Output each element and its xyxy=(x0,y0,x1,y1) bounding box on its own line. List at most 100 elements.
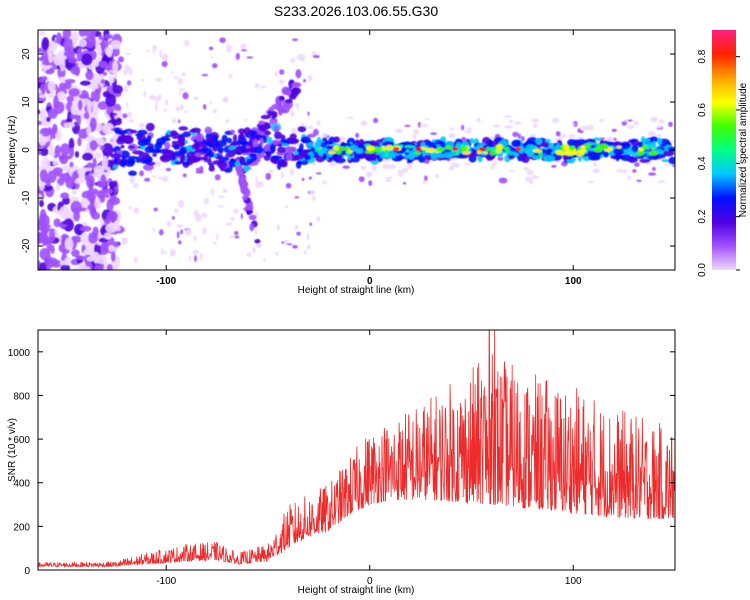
spectral-blob xyxy=(147,135,152,141)
spectral-blob xyxy=(249,215,257,220)
spectral-blob xyxy=(254,228,257,235)
spectral-blob xyxy=(336,149,341,154)
spectral-blob xyxy=(281,172,285,178)
spectral-blob xyxy=(66,50,75,60)
spectral-blob xyxy=(286,205,289,208)
spectral-blob xyxy=(170,130,177,136)
spectral-blob xyxy=(265,173,271,180)
spectral-blob xyxy=(551,165,557,168)
spectral-blob xyxy=(218,146,224,153)
spectral-blob xyxy=(622,121,627,126)
spectral-blob xyxy=(575,150,585,156)
spectral-blob xyxy=(172,118,176,124)
spectral-blob xyxy=(80,226,92,232)
spectral-blob xyxy=(173,76,179,79)
spectral-blob xyxy=(223,98,228,102)
spectral-blob xyxy=(569,146,575,151)
spectral-blob xyxy=(103,188,113,194)
spectral-blob xyxy=(603,152,609,158)
spectral-blob xyxy=(277,225,280,231)
spectral-blob xyxy=(256,153,263,157)
spectral-blob xyxy=(290,58,295,63)
spectral-blob xyxy=(183,111,188,113)
spectral-blob xyxy=(342,166,350,169)
x-tick-label: 100 xyxy=(565,276,582,287)
spectral-blob xyxy=(264,155,270,161)
spectral-blob xyxy=(209,166,215,172)
spectral-blob xyxy=(491,165,495,170)
spectral-blob xyxy=(38,214,49,227)
spectral-blob xyxy=(307,111,309,115)
colorbar-label: Normalized spectral amplitude xyxy=(738,82,749,217)
spectral-blob xyxy=(209,101,212,104)
spectral-blob xyxy=(511,140,521,147)
spectral-blob xyxy=(326,146,334,150)
spectral-blob xyxy=(101,79,105,84)
spectral-blob xyxy=(213,135,218,143)
spectral-blob xyxy=(130,130,137,134)
spectral-blob xyxy=(77,48,82,62)
spectral-blob xyxy=(179,91,181,96)
spectral-blob xyxy=(194,255,197,262)
spectral-blob xyxy=(167,221,172,227)
spectral-blob xyxy=(593,168,601,173)
spectral-blob xyxy=(42,37,50,50)
spectral-blob xyxy=(424,155,431,159)
spectral-blob xyxy=(572,123,575,125)
spectral-blob xyxy=(184,40,190,47)
spectral-blob xyxy=(577,139,586,144)
figure-title: S233.2026.103.06.55.G30 xyxy=(274,3,438,19)
snr-x-label: Height of straight line (km) xyxy=(298,585,415,596)
y-tick-label: 0 xyxy=(21,147,32,153)
spectral-blob xyxy=(649,151,658,156)
spectral-blob xyxy=(84,112,90,119)
spectral-blob xyxy=(247,158,253,164)
spectral-blob xyxy=(477,118,481,122)
spectral-blob xyxy=(121,135,132,142)
spectral-blob xyxy=(578,156,582,161)
spectral-blob xyxy=(60,57,65,71)
spectral-blob xyxy=(129,119,134,123)
spectral-blob xyxy=(208,141,213,148)
spectral-blob xyxy=(215,143,220,148)
spectral-blob xyxy=(172,141,177,145)
spectral-blob xyxy=(128,171,137,177)
spectral-blob xyxy=(255,83,260,89)
spectral-blob xyxy=(279,69,284,75)
spectral-blob xyxy=(226,222,232,225)
spectral-blob xyxy=(53,95,59,108)
spectral-blob xyxy=(127,80,131,85)
spectral-blob xyxy=(607,147,613,151)
spectral-blob xyxy=(39,248,50,260)
spectral-blob xyxy=(233,209,239,214)
y-tick-label: 800 xyxy=(13,391,30,402)
spectral-blob xyxy=(192,250,199,255)
spectral-blob xyxy=(87,256,94,261)
spectral-blob xyxy=(216,233,219,241)
spectral-blob xyxy=(648,172,656,175)
y-tick-label: -20 xyxy=(21,238,32,253)
spectral-blob xyxy=(65,237,74,251)
colorbar-bar xyxy=(712,30,736,270)
spectral-blob xyxy=(43,227,49,233)
spectral-blob xyxy=(316,216,320,222)
spectral-blob xyxy=(309,177,313,180)
spectral-blob xyxy=(303,79,306,82)
spectral-blob xyxy=(299,143,304,150)
spectral-blob xyxy=(309,190,315,194)
colorbar-tick-label: 0.4 xyxy=(697,156,708,170)
spectral-blob xyxy=(373,118,378,123)
spectral-blob xyxy=(100,145,105,150)
spectral-blob xyxy=(193,236,197,241)
spectral-blob xyxy=(345,146,349,152)
spectral-blob xyxy=(627,125,634,129)
spectral-blob xyxy=(39,200,44,207)
spectral-blob xyxy=(638,143,643,148)
spectral-blob xyxy=(39,31,46,35)
spectral-blob xyxy=(637,151,645,156)
spectral-blob xyxy=(165,99,168,106)
spectral-blob xyxy=(467,128,473,130)
spectral-blob xyxy=(449,133,456,138)
spectral-blob xyxy=(146,123,155,131)
spectral-blob xyxy=(85,70,93,80)
